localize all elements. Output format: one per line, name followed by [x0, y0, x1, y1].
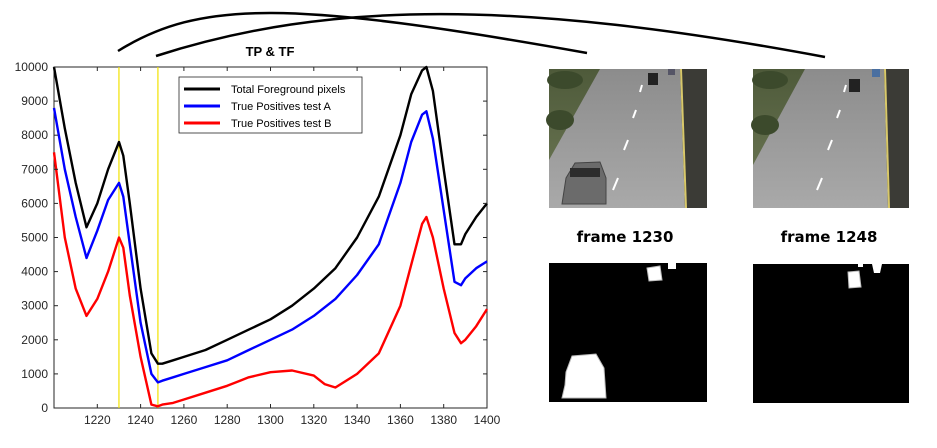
y-tick-label: 8000 — [21, 128, 48, 142]
foreground-mask-1230 — [549, 263, 707, 402]
x-tick-label: 1380 — [430, 413, 457, 427]
chart-title: TP & TF — [246, 44, 295, 59]
y-tick-label: 9000 — [21, 94, 48, 108]
series-line-2 — [52, 107, 488, 384]
connector-arcs — [117, 11, 826, 59]
legend-label-test-a: True Positives test A — [231, 101, 332, 113]
x-tick-label: 1320 — [300, 413, 327, 427]
series-line-3 — [52, 152, 489, 408]
x-tick-label: 1240 — [127, 413, 154, 427]
series-line-1 — [52, 65, 488, 365]
legend: Total Foreground pixels True Positives t… — [178, 76, 363, 134]
connector-arc-1248 — [155, 12, 826, 59]
y-tick-label: 3000 — [21, 299, 48, 313]
frame-label-1248: frame 1248 — [781, 228, 878, 246]
y-tick-label: 1000 — [21, 367, 48, 381]
x-tick-label: 1340 — [344, 413, 371, 427]
x-tick-label: 1280 — [214, 413, 241, 427]
foreground-mask-1248 — [753, 264, 909, 403]
camera-frame-1248 — [751, 68, 909, 209]
y-tick-label: 2000 — [21, 333, 48, 347]
y-tick-label: 0 — [41, 401, 48, 415]
camera-frame-1230 — [546, 68, 707, 209]
line-chart: TP & TF 0 1000 2000 3000 4000 5000 6000 7000 800… — [15, 44, 501, 427]
x-tick-label: 1260 — [171, 413, 198, 427]
legend-label-test-b: True Positives test B — [231, 118, 331, 130]
x-tick-label: 1400 — [474, 413, 501, 427]
y-tick-label: 4000 — [21, 265, 48, 279]
y-tick-label: 5000 — [21, 231, 48, 245]
x-tick-label: 1360 — [387, 413, 414, 427]
connector-arc-1230 — [117, 11, 588, 55]
legend-label-total: Total Foreground pixels — [231, 84, 346, 96]
y-tick-label: 7000 — [21, 162, 48, 176]
x-tick-label: 1300 — [257, 413, 284, 427]
y-tick-label: 10000 — [15, 60, 49, 74]
y-tick-label: 6000 — [21, 196, 48, 210]
frame-label-1230: frame 1230 — [577, 228, 674, 246]
x-tick-label: 1220 — [84, 413, 111, 427]
